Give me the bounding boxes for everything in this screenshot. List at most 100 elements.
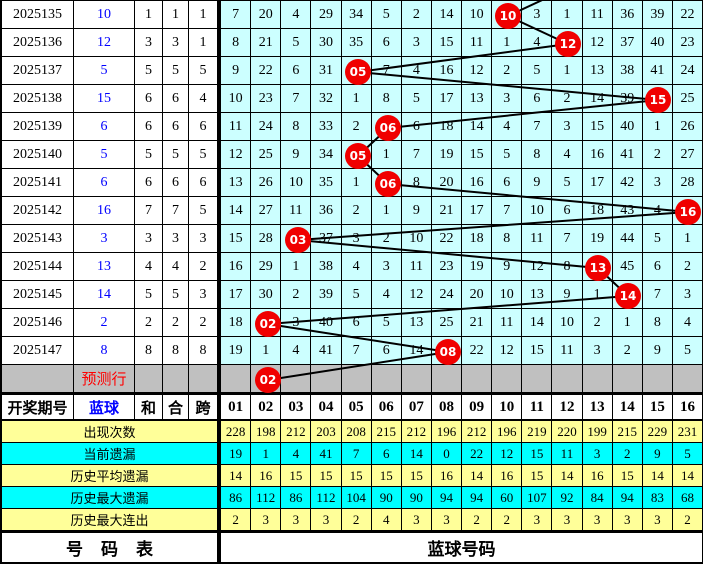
grid-cell [582, 365, 613, 393]
grid-cell: 12 [221, 141, 252, 169]
grid-cell [401, 365, 432, 393]
stat-value: 0 [431, 443, 462, 465]
stat-value: 3 [311, 509, 342, 531]
grid-cell: 24 [431, 281, 462, 309]
stat-value: 86 [281, 487, 312, 509]
grid-cell: 11 [281, 197, 312, 225]
stat-value: 60 [492, 487, 523, 509]
stat-value: 196 [431, 421, 462, 443]
grid-cell [341, 365, 372, 393]
grid-cell: 6 [522, 85, 553, 113]
grid-cell: 9 [401, 197, 432, 225]
column-header: 03 [281, 395, 312, 419]
span-cell [189, 365, 218, 393]
grid-cell [311, 365, 342, 393]
stat-value: 3 [431, 509, 462, 531]
blue-ball-value: 10 [74, 1, 135, 29]
stat-value: 2 [341, 509, 372, 531]
stat-value: 94 [462, 487, 493, 509]
stat-value: 5 [672, 443, 703, 465]
grid-cell: 1 [552, 1, 583, 29]
grid-cell [251, 365, 282, 393]
grid-cell: 15 [522, 337, 553, 365]
stat-value: 94 [612, 487, 643, 509]
stat-label: 历史最大遗漏 [2, 487, 218, 509]
sum-cell: 6 [135, 85, 163, 113]
grid-cell [431, 337, 462, 365]
stat-value: 14 [672, 465, 703, 487]
grid-cell: 36 [311, 197, 342, 225]
grid-cell: 39 [642, 1, 673, 29]
table-separator [218, 395, 221, 419]
grid-cell: 14 [462, 113, 493, 141]
grid-cell: 14 [221, 197, 252, 225]
grid-cell: 38 [612, 57, 643, 85]
grid-cell: 3 [341, 225, 372, 253]
stat-value: 2 [221, 509, 252, 531]
period-cell: 2025145 [2, 281, 74, 309]
grid-cell: 37 [612, 29, 643, 57]
table-row: 2025143 3 3 3 3 15 28 37 3 2 10 22 18 8 11 7 19 44 5 1 [2, 225, 703, 253]
grid-cell [642, 365, 673, 393]
stat-value: 3 [582, 443, 613, 465]
table-row: 号码表 蓝球号码 [2, 531, 703, 564]
period-cell: 2025143 [2, 225, 74, 253]
sum-cell: 2 [135, 309, 163, 337]
grid-cell: 20 [431, 169, 462, 197]
stat-value: 199 [582, 421, 613, 443]
header-span: 跨 [189, 395, 218, 419]
grid-cell: 6 [341, 309, 372, 337]
stat-value: 3 [401, 509, 432, 531]
sum-cell: 5 [135, 141, 163, 169]
grid-cell [371, 169, 402, 197]
sum-cell: 4 [135, 253, 163, 281]
sum-cell: 3 [135, 225, 163, 253]
stat-value: 219 [522, 421, 553, 443]
grid-cell: 33 [311, 113, 342, 141]
grid-cell: 8 [492, 225, 523, 253]
table-separator [218, 29, 221, 57]
grid-cell: 40 [311, 309, 342, 337]
blue-ball-value: 15 [74, 85, 135, 113]
grid-cell: 13 [462, 85, 493, 113]
grid-cell: 1 [612, 309, 643, 337]
grid-cell: 4 [492, 113, 523, 141]
grid-cell: 12 [462, 57, 493, 85]
combine-cell: 3 [163, 225, 189, 253]
grid-cell: 4 [672, 309, 703, 337]
table-row: 2025145 14 5 5 3 17 30 2 39 5 4 12 24 20 10 13 9 1 7 3 [2, 281, 703, 309]
grid-cell: 19 [462, 253, 493, 281]
span-cell: 6 [189, 113, 218, 141]
grid-cell: 17 [462, 197, 493, 225]
grid-cell: 14 [582, 85, 613, 113]
stat-value: 15 [311, 465, 342, 487]
table-row: 2025140 5 5 5 5 12 25 9 34 1 7 19 15 5 8 4 16 41 2 27 [2, 141, 703, 169]
sum-cell: 8 [135, 337, 163, 365]
combine-cell: 3 [163, 29, 189, 57]
stat-value: 3 [522, 509, 553, 531]
grid-cell: 1 [642, 113, 673, 141]
grid-cell: 18 [431, 113, 462, 141]
combine-cell: 8 [163, 337, 189, 365]
stat-value: 68 [672, 487, 703, 509]
table-row: 2025135 10 1 1 1 7 20 4 29 34 5 2 14 10 3 1 11 36 39 22 [2, 1, 703, 29]
grid-cell: 4 [401, 57, 432, 85]
table-separator [218, 509, 221, 531]
grid-cell: 41 [612, 141, 643, 169]
span-cell: 3 [189, 225, 218, 253]
grid-cell: 13 [401, 309, 432, 337]
header-sum: 和 [135, 395, 163, 419]
grid-cell [612, 281, 643, 309]
column-header: 15 [642, 395, 673, 419]
grid-cell: 14 [431, 1, 462, 29]
blue-ball-value: 2 [74, 309, 135, 337]
header-period: 开奖期号 [2, 395, 74, 419]
grid-cell: 9 [642, 337, 673, 365]
column-header: 06 [371, 395, 402, 419]
grid-cell: 13 [522, 281, 553, 309]
grid-cell: 7 [401, 141, 432, 169]
column-header: 08 [431, 395, 462, 419]
grid-cell: 7 [341, 337, 372, 365]
sum-cell: 6 [135, 169, 163, 197]
